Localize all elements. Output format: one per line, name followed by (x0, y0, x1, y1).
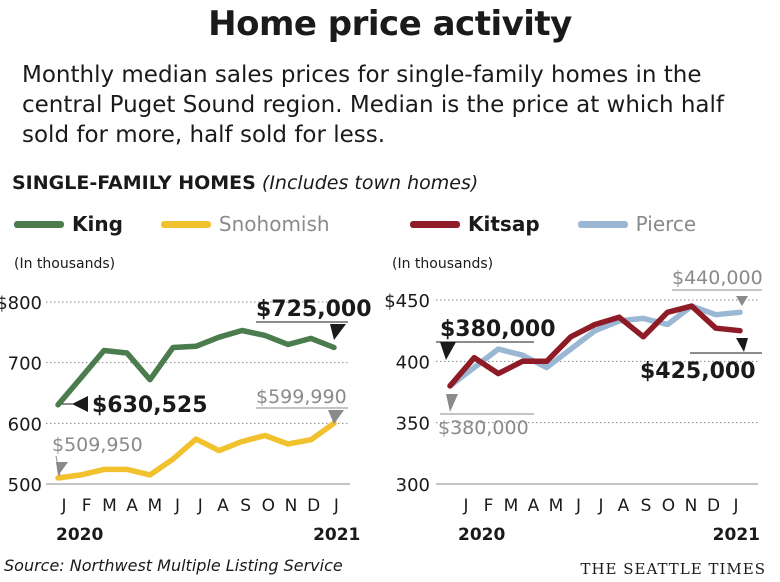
x-tick-label: J (60, 496, 66, 516)
x-tick-label: J (462, 496, 468, 516)
x-tick-label: A (528, 496, 540, 516)
annotation-pointer (446, 394, 458, 412)
chart-title: Home price activity (208, 4, 572, 44)
x-tick-label: J (575, 496, 581, 516)
x-year-label: 2020 (458, 525, 505, 545)
x-tick-label: D (307, 496, 320, 516)
annotation-label: $380,000 (440, 317, 556, 342)
annotation-pointer (330, 324, 346, 340)
annotation-label: $630,525 (92, 393, 208, 418)
x-tick-label: O (662, 496, 675, 516)
x-tick-label: S (641, 496, 652, 516)
y-tick-label: 400 (396, 352, 430, 373)
x-tick-label: A (618, 496, 630, 516)
source-note: Source: Northwest Multiple Listing Servi… (4, 556, 343, 575)
x-tick-label: N (285, 496, 298, 516)
legend-swatch-kitsap (410, 220, 460, 228)
x-tick-label: S (240, 496, 251, 516)
y-tick-label: 300 (396, 475, 430, 496)
y-tick-label: $800 (0, 293, 42, 314)
x-tick-label: A (126, 496, 138, 516)
section-label-note: (Includes town homes) (261, 172, 479, 194)
y-tick-label: 350 (396, 414, 430, 435)
annotation-label: $725,000 (256, 297, 372, 322)
chart-subtitle: Monthly median sales prices for single-f… (22, 62, 725, 148)
y-tick-label: $450 (384, 291, 430, 312)
legend-right: Kitsap Pierce (410, 212, 734, 236)
legend-label-pierce: Pierce (635, 212, 697, 236)
x-tick-label: M (549, 496, 564, 516)
annotation-pointer (328, 410, 344, 424)
x-tick-label: F (82, 496, 92, 516)
legend-item-king: King (14, 212, 123, 236)
series-line-snohomish (55, 420, 337, 481)
x-tick-label: A (217, 496, 229, 516)
legend-item-pierce: Pierce (577, 212, 697, 236)
x-tick-label: M (504, 496, 519, 516)
y-tick-label: 600 (8, 414, 42, 435)
annotation-label: $440,000 (672, 267, 763, 289)
legend-swatch-king (14, 220, 64, 228)
legend-item-kitsap: Kitsap (410, 212, 540, 236)
legend-swatch-snohomish (160, 220, 211, 228)
section-label: SINGLE-FAMILY HOMES (Includes town homes… (12, 172, 478, 194)
x-tick-label: F (484, 496, 494, 516)
legend-left: King Snohomish (14, 212, 368, 236)
x-tick-label: J (174, 496, 180, 516)
annotation-pointer (736, 338, 748, 352)
legend-label-king: King (72, 212, 123, 236)
annotation-label: $380,000 (438, 417, 529, 439)
x-tick-label: M (147, 496, 162, 516)
annotation-pointer (56, 462, 68, 476)
x-tick-label: J (197, 496, 203, 516)
annotation-label: $509,950 (52, 434, 143, 456)
legend-label-kitsap: Kitsap (468, 212, 540, 236)
annotation-pointer (72, 396, 88, 412)
x-tick-label: D (707, 496, 720, 516)
annotation-pointer (440, 342, 456, 360)
x-tick-label: M (102, 496, 117, 516)
x-tick-label: N (685, 496, 698, 516)
legend-item-snohomish: Snohomish (160, 212, 330, 236)
series-line-kitsap (447, 303, 743, 389)
x-tick-label: J (597, 496, 603, 516)
x-year-label: 2021 (713, 525, 760, 545)
annotation-label: $599,990 (256, 386, 347, 408)
x-tick-label: J (333, 496, 339, 516)
x-year-label: 2021 (313, 525, 360, 545)
series-line-king (55, 327, 337, 408)
brand-logo: THE SEATTLE TIMES (580, 560, 766, 578)
annotation-label: $425,000 (640, 359, 756, 384)
y-tick-label: 700 (8, 354, 42, 375)
annotation-pointer (736, 296, 748, 306)
legend-label-snohomish: Snohomish (218, 212, 330, 236)
unit-label-left: (In thousands) (14, 256, 116, 272)
unit-label-right: (In thousands) (392, 256, 494, 272)
section-label-main: SINGLE-FAMILY HOMES (12, 172, 256, 194)
y-tick-label: 500 (8, 475, 42, 496)
legend-swatch-pierce (577, 220, 628, 228)
x-tick-label: O (262, 496, 275, 516)
x-year-label: 2020 (56, 525, 103, 545)
x-tick-label: J (732, 496, 738, 516)
